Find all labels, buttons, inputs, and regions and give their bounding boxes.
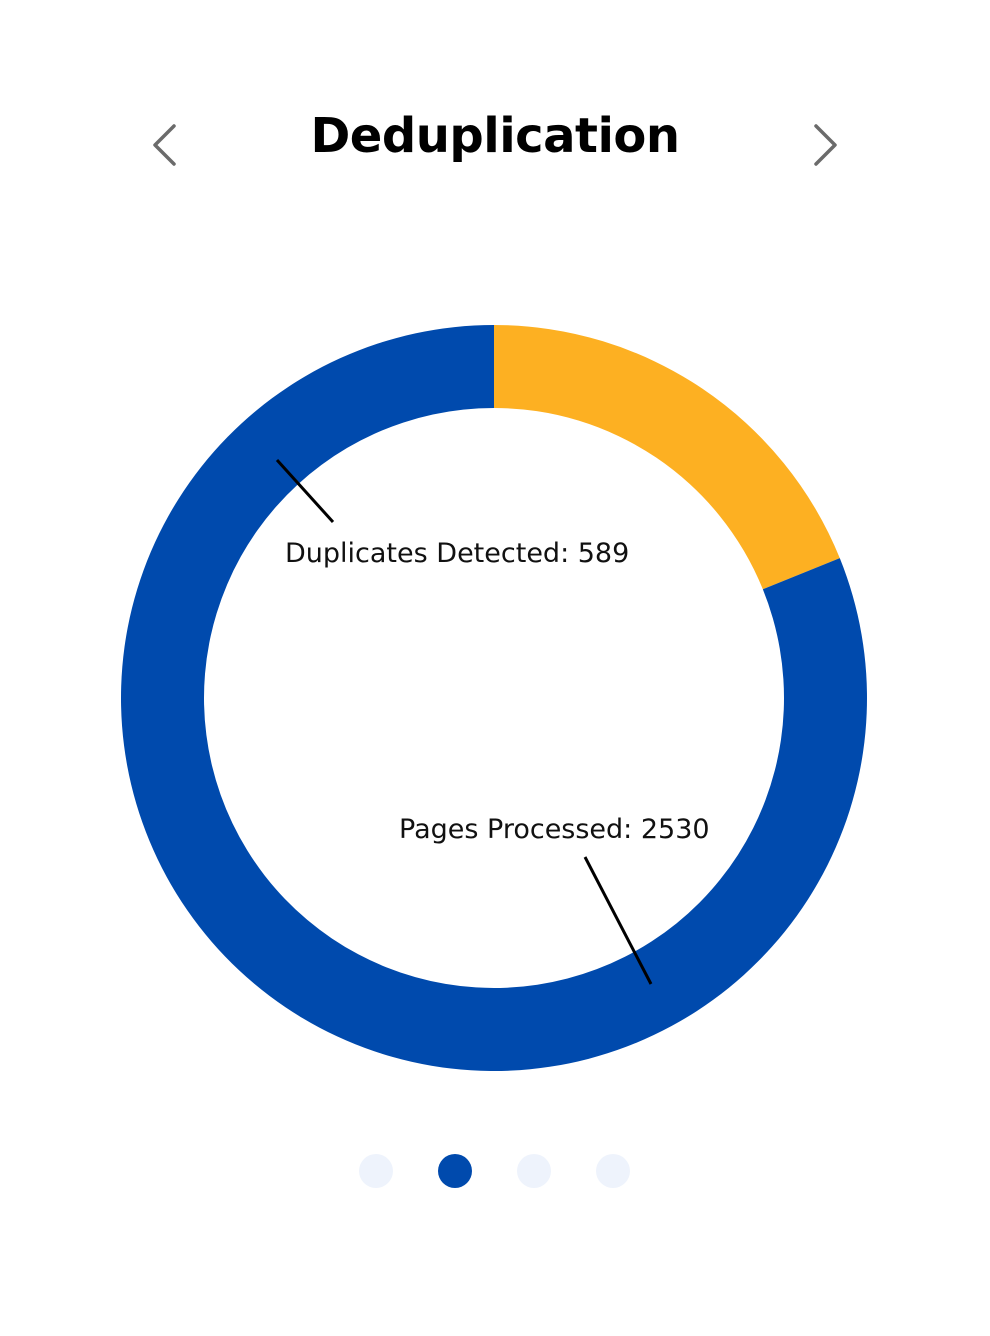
slice-labels: Duplicates Detected: 589 Pages Processed:… <box>285 538 710 845</box>
page-title: Deduplication <box>310 108 680 164</box>
pager-dot-active[interactable] <box>438 1154 472 1188</box>
slice-label: Duplicates Detected: 589 <box>285 538 629 569</box>
previous-button[interactable] <box>144 120 184 170</box>
donut-slice <box>494 325 840 590</box>
leader-line <box>275 458 335 524</box>
chevron-left-icon <box>153 124 176 166</box>
pager-dot[interactable] <box>359 1154 393 1188</box>
pager-dot[interactable] <box>517 1154 551 1188</box>
pager-dot[interactable] <box>596 1154 630 1188</box>
carousel-pager <box>0 1154 990 1188</box>
donut-slices <box>120 325 867 1071</box>
chevron-right-icon <box>814 124 837 166</box>
leader-line <box>583 856 653 985</box>
leader-lines <box>275 458 653 985</box>
header: Deduplication <box>0 100 990 190</box>
next-button[interactable] <box>806 120 846 170</box>
slice-label: Pages Processed: 2530 <box>399 814 710 845</box>
